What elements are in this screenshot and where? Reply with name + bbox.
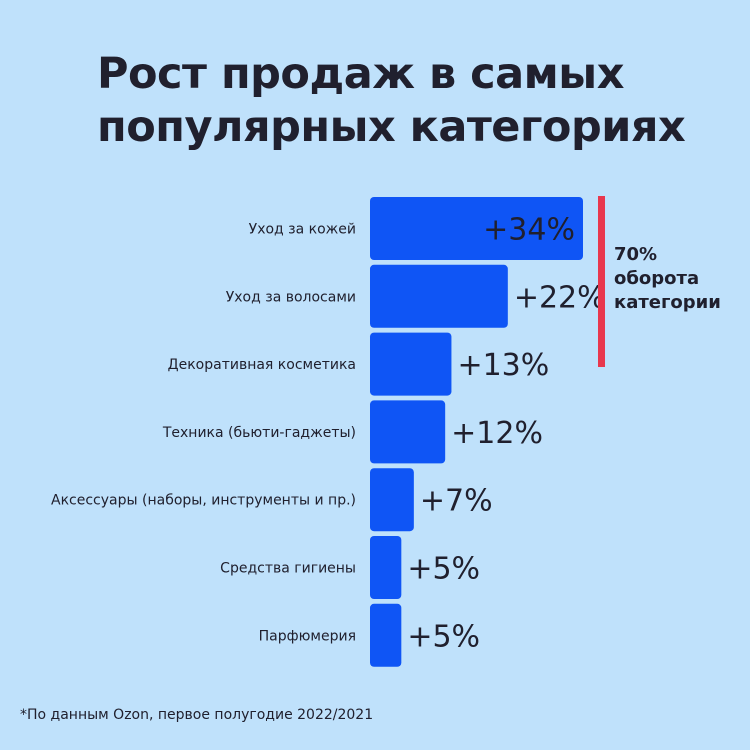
annotation-bracket-line [598,196,605,367]
value-label-6: +5% [407,552,480,587]
value-label-7: +5% [407,619,480,654]
bar-6 [370,536,402,599]
category-label-1: Уход за кожей [249,222,356,238]
chart-title-line-1: Рост продаж в самых [97,49,624,99]
chart-title-line-2: популярных категориях [97,102,686,152]
chart-title: Рост продаж в самых популярных категория… [97,48,717,154]
bar-7 [370,603,402,667]
annotation-text: 70% оборота категории [614,243,721,315]
bar-4 [370,400,446,464]
value-label-3: +13% [457,348,549,383]
value-label-1: +34% [483,213,575,248]
bar-5 [370,468,414,532]
value-label-2: +22% [514,280,606,315]
category-label-3: Декоративная косметика [168,357,356,373]
value-label-4: +12% [451,416,543,451]
annotation-line-2: оборота [614,268,700,289]
category-label-5: Аксессуары (наборы, инструменты и пр.) [51,493,356,509]
annotation-line-3: категории [614,292,721,313]
value-label-5: +7% [420,484,493,519]
category-label-7: Парфюмерия [259,628,356,644]
category-label-6: Средства гигиены [220,561,356,577]
category-label-2: Уход за волосами [226,289,356,305]
bar-1 [370,197,583,260]
category-label-4: Техника (бьюти-гаджеты) [162,425,356,441]
bar-3 [370,332,452,396]
annotation-line-1: 70% [614,244,658,265]
footnote: *По данным Ozon, первое полугодие 2022/2… [20,707,374,723]
bar-2 [370,264,508,328]
